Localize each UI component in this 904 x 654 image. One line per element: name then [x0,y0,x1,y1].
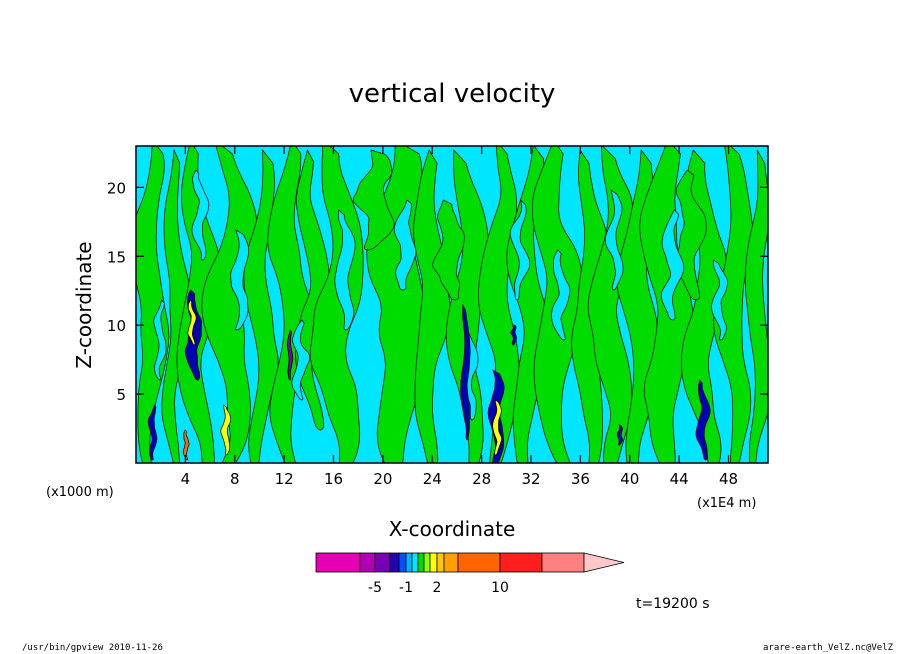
contour-region [182,429,190,461]
contour-region [492,399,502,456]
x-tick-label: 8 [230,470,240,488]
x-unit-label: (x1E4 m) [697,496,756,511]
contour-region [660,209,685,321]
colorbar-bin [398,552,407,573]
contour-region [432,199,465,301]
colorbar [315,552,625,573]
colorbar-bin [423,552,431,573]
contour-region [510,324,517,346]
colorbar-bin [457,552,501,573]
contour-region [509,199,531,301]
contour-region [184,289,202,381]
colorbar-bin [374,552,391,573]
x-tick-label: 44 [670,470,689,488]
y-axis-label: Z-coordinate [72,241,96,368]
y-tick-label: 20 [107,179,126,197]
y-tick-label: 15 [107,248,126,266]
contour-region [191,169,210,261]
colorbar-tick-label: -1 [399,580,413,596]
contour-region [147,404,158,461]
x-tick-label: 48 [719,470,738,488]
contour-region [616,424,624,446]
contour-region [604,189,624,291]
contour-region [153,299,167,381]
colorbar-bin [315,552,361,573]
contour-region [711,259,728,341]
x-tick-label: 24 [423,470,442,488]
x-axis-label: X-coordinate [389,517,516,541]
contour-region [286,329,294,381]
colorbar-tick-labels: -5 -1 2 10 [368,580,509,596]
colorbar-bin [417,552,425,573]
colorbar-bin [405,552,413,573]
contour-region [334,209,356,331]
x-tick-label: 20 [373,470,392,488]
contour-region [267,146,316,463]
x-tick-label: 32 [521,470,540,488]
colorbar-bin [389,552,400,573]
x-tick-label: 40 [620,470,639,488]
contour-region [460,303,471,441]
colorbar-bin [443,552,459,573]
x-tick-label: 28 [472,470,491,488]
colorbar-bin [436,552,445,573]
y-axis-ticks: 5 10 15 20 [107,179,768,404]
y-tick-label: 10 [107,317,126,335]
contour-region [187,299,197,346]
contour-region [220,404,232,456]
colorbar-tick-label: -5 [368,580,382,596]
x-tick-label: 4 [181,470,191,488]
contour-region [291,319,311,401]
colorbar-extension-arrow [583,552,625,573]
contour-region [695,379,711,461]
colorbar-bin [359,552,376,573]
contour-region [230,229,250,331]
x-axis-ticks: 4 8 12 16 20 24 28 32 36 40 44 48 [181,146,738,488]
x-tick-label: 16 [324,470,343,488]
x-tick-label: 12 [275,470,294,488]
x-tick-label: 36 [571,470,590,488]
contour-region [352,149,395,251]
contour-region [393,199,417,291]
footer-right-label: arare-earth_VelZ.nc@VelZ [763,643,894,653]
contour-region [136,146,170,463]
colorbar-bin [541,552,585,573]
contour-region [309,146,364,463]
contour-region [161,148,191,463]
contour-region [551,249,571,341]
time-label: t=19200 s [636,596,710,612]
plot-frame [135,145,769,464]
y-unit-label: (x1000 m) [46,485,114,500]
colorbar-tick-label: 2 [433,580,442,596]
footer-left-label: /usr/bin/gpview 2010-11-26 [22,643,163,653]
colorbar-tick-label: 10 [491,580,509,596]
y-tick-label: 5 [116,386,126,404]
colorbar-bin [499,552,543,573]
colorbar-bin [429,552,438,573]
contour-region [744,149,768,463]
colorbar-bin [411,552,419,573]
chart-title: vertical velocity [349,79,556,109]
velocity-field [136,146,768,463]
